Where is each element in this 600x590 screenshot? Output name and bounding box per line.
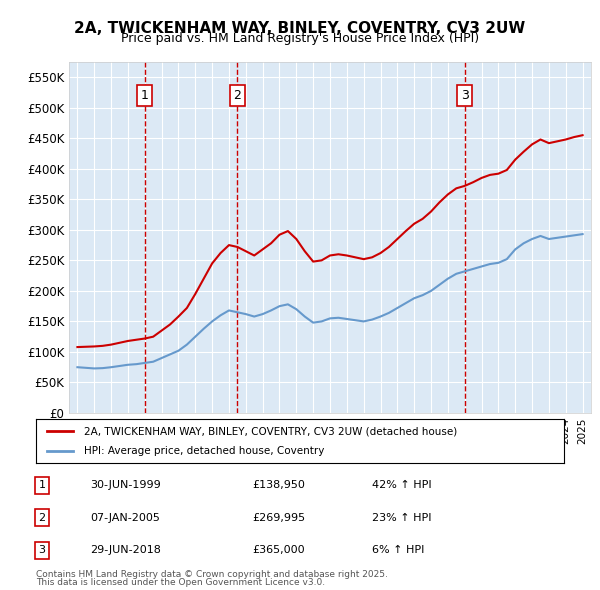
Text: 29-JUN-2018: 29-JUN-2018 [90,545,161,555]
Text: 23% ↑ HPI: 23% ↑ HPI [372,513,431,523]
Text: 2A, TWICKENHAM WAY, BINLEY, COVENTRY, CV3 2UW (detached house): 2A, TWICKENHAM WAY, BINLEY, COVENTRY, CV… [83,427,457,436]
Text: 1: 1 [141,89,149,102]
Text: This data is licensed under the Open Government Licence v3.0.: This data is licensed under the Open Gov… [36,578,325,587]
Text: 2A, TWICKENHAM WAY, BINLEY, COVENTRY, CV3 2UW: 2A, TWICKENHAM WAY, BINLEY, COVENTRY, CV… [74,21,526,35]
Text: £365,000: £365,000 [252,545,305,555]
Text: 1: 1 [38,480,46,490]
Text: HPI: Average price, detached house, Coventry: HPI: Average price, detached house, Cove… [83,446,324,455]
Text: £138,950: £138,950 [252,480,305,490]
Text: 42% ↑ HPI: 42% ↑ HPI [372,480,431,490]
Text: 3: 3 [38,545,46,555]
Text: 3: 3 [461,89,469,102]
Text: 6% ↑ HPI: 6% ↑ HPI [372,545,424,555]
Text: Contains HM Land Registry data © Crown copyright and database right 2025.: Contains HM Land Registry data © Crown c… [36,571,388,579]
Text: 30-JUN-1999: 30-JUN-1999 [90,480,161,490]
Text: 07-JAN-2005: 07-JAN-2005 [90,513,160,523]
Text: 2: 2 [38,513,46,523]
Text: £269,995: £269,995 [252,513,305,523]
Text: 2: 2 [233,89,241,102]
Text: Price paid vs. HM Land Registry's House Price Index (HPI): Price paid vs. HM Land Registry's House … [121,32,479,45]
